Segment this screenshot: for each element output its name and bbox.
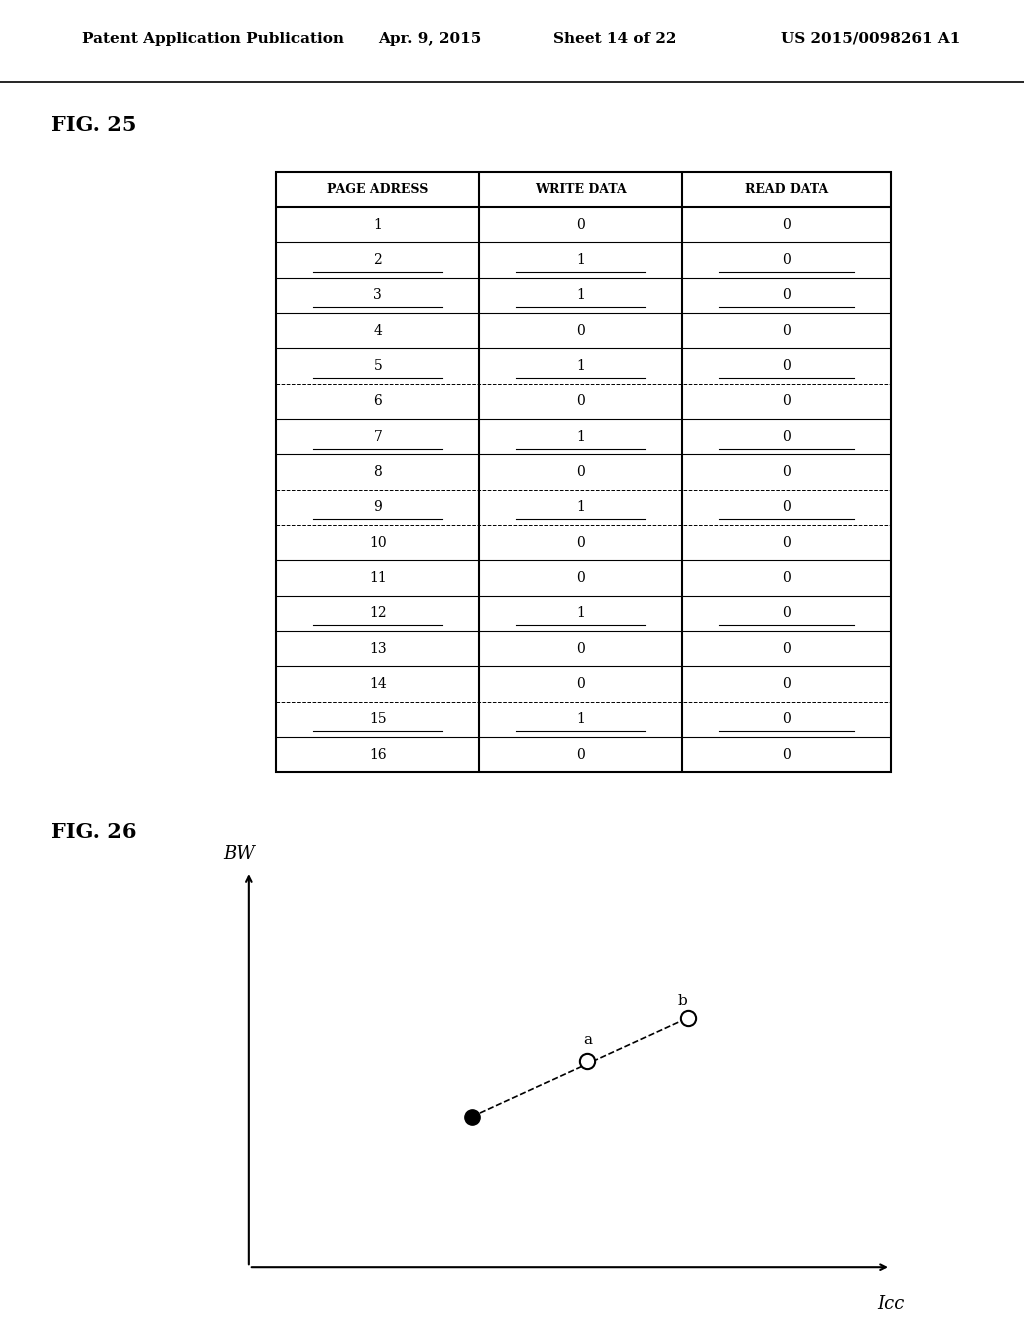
Text: 0: 0 (782, 642, 791, 656)
Text: 1: 1 (577, 429, 585, 444)
Text: 0: 0 (782, 713, 791, 726)
Text: 14: 14 (369, 677, 387, 690)
Text: WRITE DATA: WRITE DATA (535, 182, 627, 195)
Text: 0: 0 (782, 359, 791, 374)
Text: PAGE ADRESS: PAGE ADRESS (328, 182, 428, 195)
Text: READ DATA: READ DATA (744, 182, 828, 195)
Text: 1: 1 (374, 218, 382, 231)
Text: 0: 0 (782, 323, 791, 338)
Text: 11: 11 (369, 570, 387, 585)
Text: 0: 0 (577, 536, 585, 549)
Text: 3: 3 (374, 288, 382, 302)
Text: 0: 0 (782, 570, 791, 585)
Text: 0: 0 (577, 323, 585, 338)
Text: 1: 1 (577, 359, 585, 374)
Text: 0: 0 (782, 465, 791, 479)
Text: 0: 0 (577, 395, 585, 408)
Text: 1: 1 (577, 713, 585, 726)
Text: 9: 9 (374, 500, 382, 515)
Text: 0: 0 (577, 465, 585, 479)
Text: 0: 0 (782, 218, 791, 231)
Text: 0: 0 (782, 429, 791, 444)
Text: 0: 0 (577, 642, 585, 656)
Text: 7: 7 (374, 429, 382, 444)
Text: BW: BW (223, 845, 255, 863)
Text: 16: 16 (369, 747, 387, 762)
Text: 5: 5 (374, 359, 382, 374)
Text: 0: 0 (782, 747, 791, 762)
Text: Patent Application Publication: Patent Application Publication (82, 32, 344, 46)
Text: 0: 0 (782, 395, 791, 408)
Text: FIG. 25: FIG. 25 (51, 115, 136, 136)
Text: 4: 4 (374, 323, 382, 338)
Text: US 2015/0098261 A1: US 2015/0098261 A1 (780, 32, 961, 46)
Text: 0: 0 (577, 570, 585, 585)
Text: 13: 13 (369, 642, 387, 656)
Text: a: a (584, 1034, 592, 1048)
Text: 15: 15 (369, 713, 387, 726)
Text: Sheet 14 of 22: Sheet 14 of 22 (553, 32, 676, 46)
Text: 6: 6 (374, 395, 382, 408)
Text: 0: 0 (782, 606, 791, 620)
Text: 0: 0 (577, 218, 585, 231)
Text: 1: 1 (577, 500, 585, 515)
Text: 2: 2 (374, 253, 382, 267)
Text: 0: 0 (782, 253, 791, 267)
Text: 10: 10 (369, 536, 387, 549)
Text: 0: 0 (577, 747, 585, 762)
Text: 1: 1 (577, 606, 585, 620)
Text: 0: 0 (782, 677, 791, 690)
Text: FIG. 26: FIG. 26 (51, 821, 136, 842)
Text: 12: 12 (369, 606, 387, 620)
Text: 0: 0 (782, 536, 791, 549)
Text: b: b (678, 994, 688, 1008)
Text: 0: 0 (577, 677, 585, 690)
Text: 0: 0 (782, 288, 791, 302)
Text: 1: 1 (577, 253, 585, 267)
Text: 8: 8 (374, 465, 382, 479)
Text: Apr. 9, 2015: Apr. 9, 2015 (379, 32, 481, 46)
Text: 0: 0 (782, 500, 791, 515)
Text: 1: 1 (577, 288, 585, 302)
Text: Icc: Icc (878, 1295, 904, 1313)
